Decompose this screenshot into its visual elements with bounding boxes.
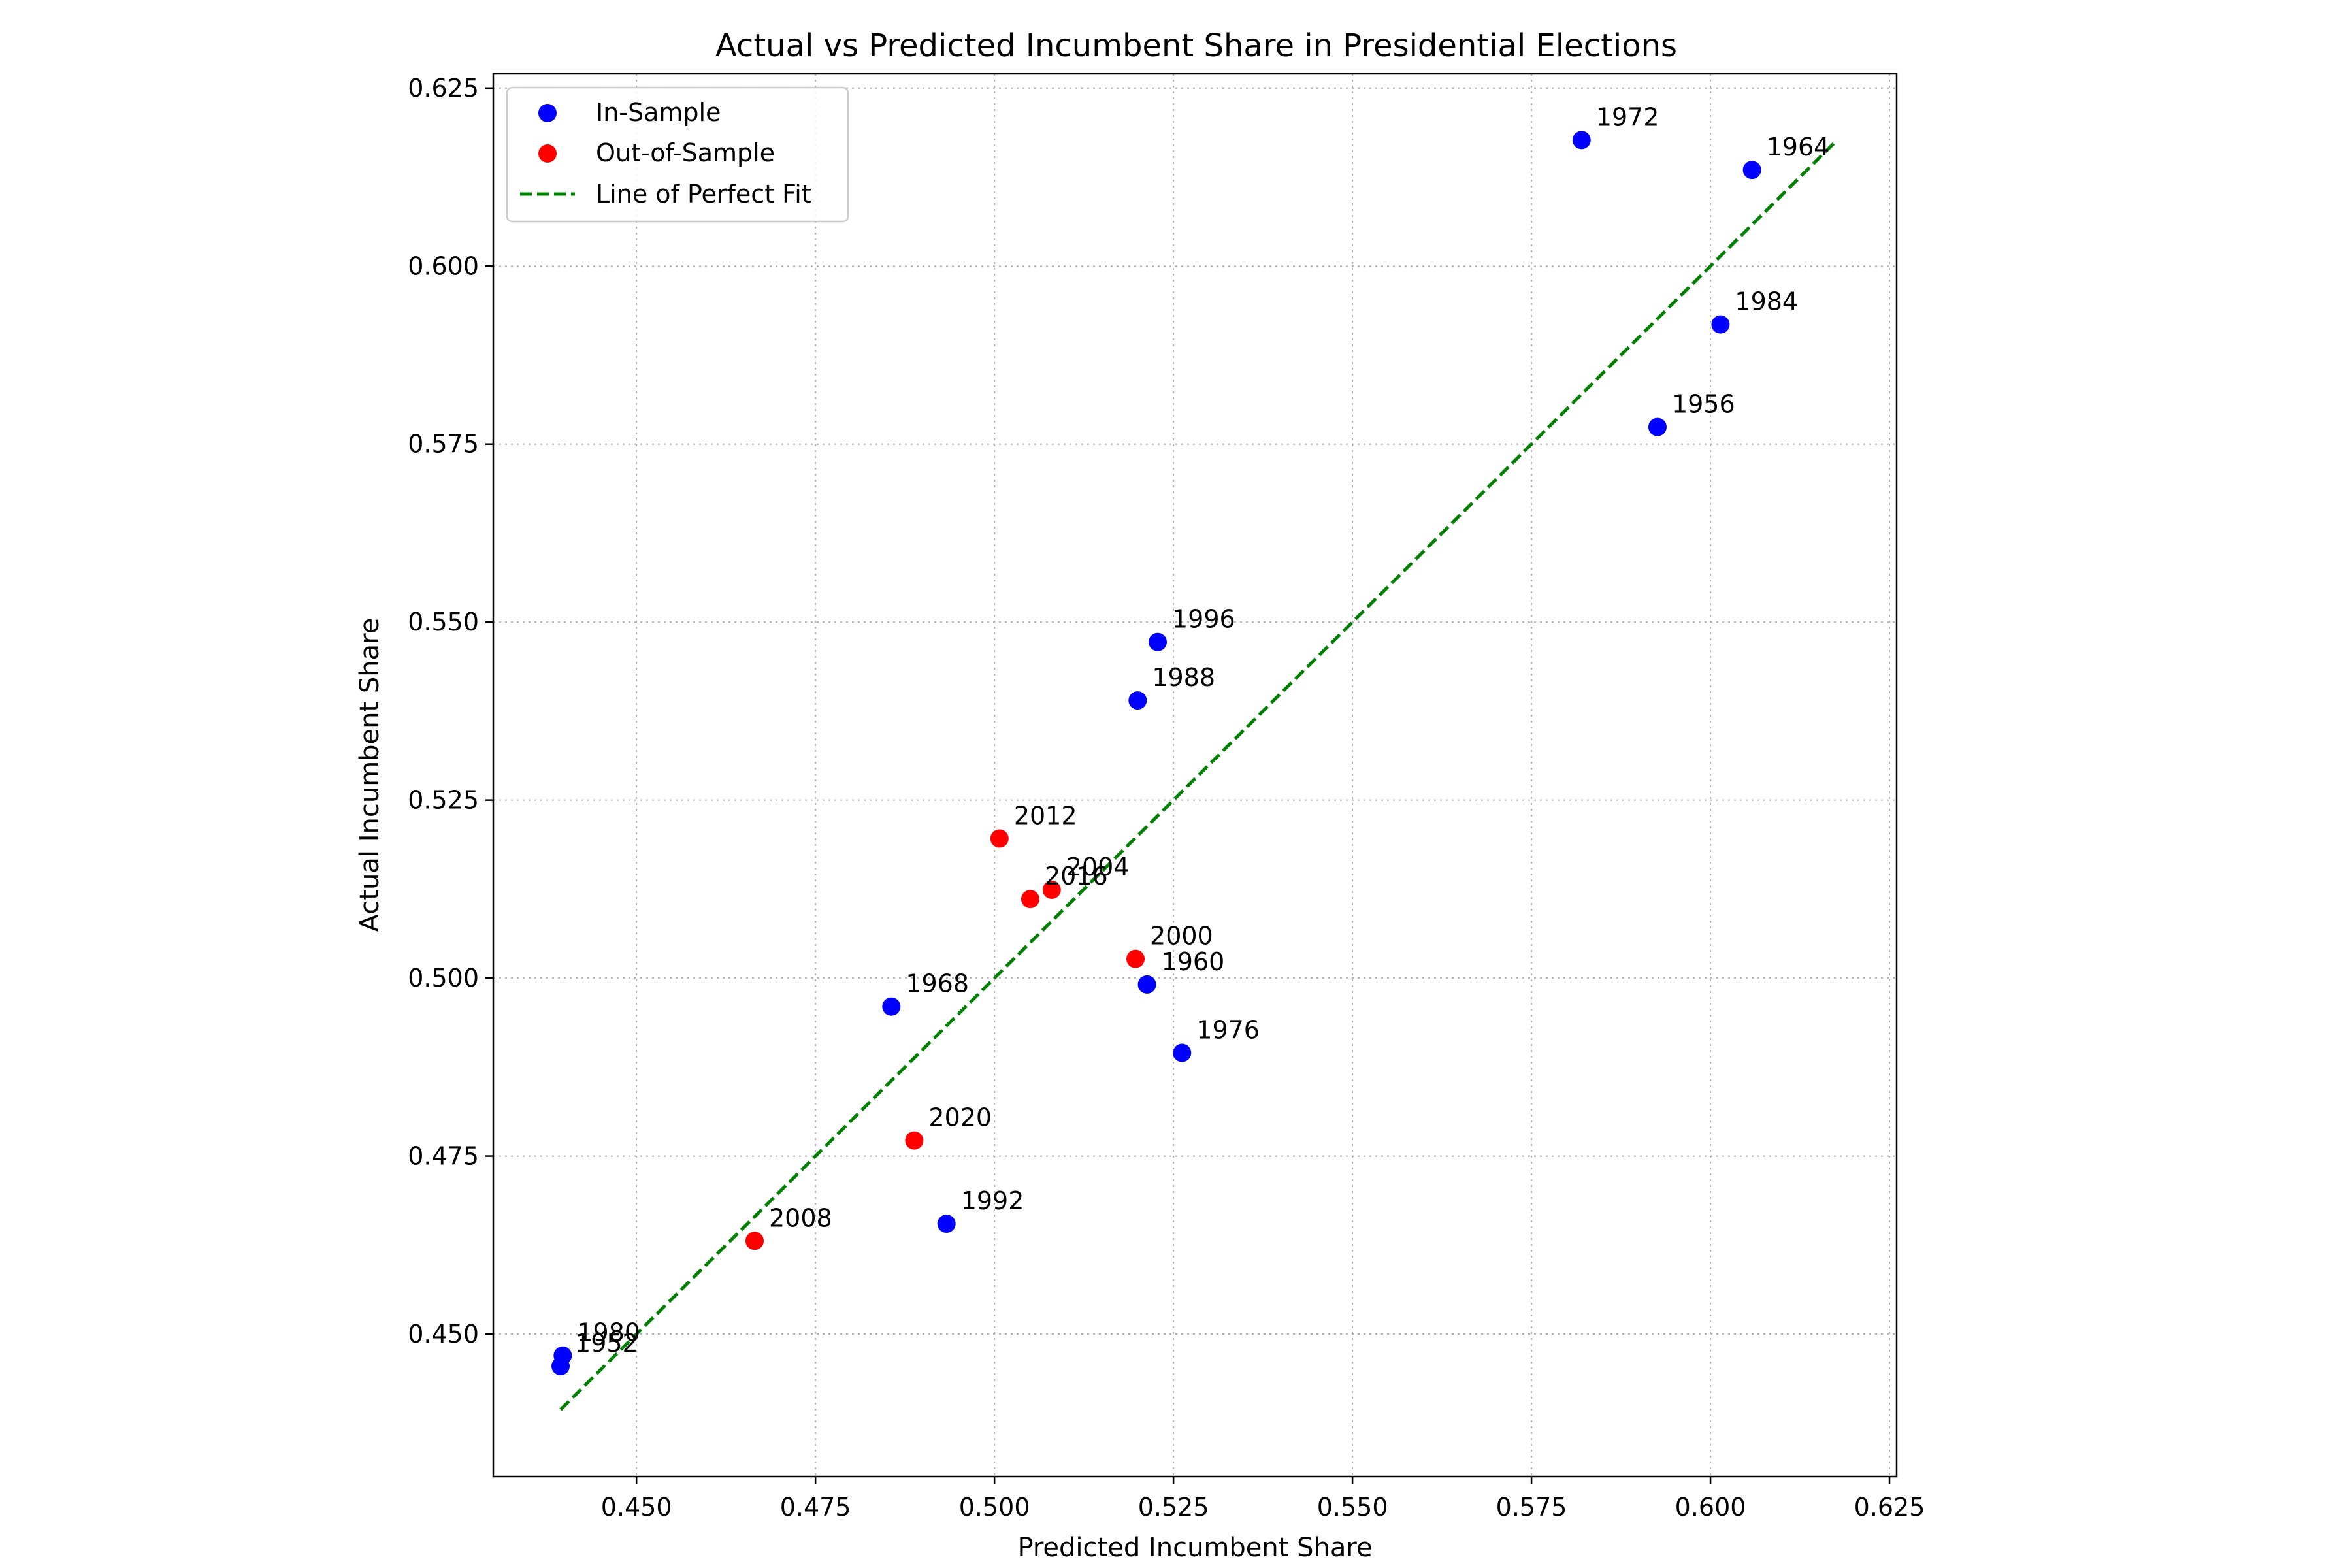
data-point-1960 xyxy=(1137,975,1156,994)
x-tick-label: 0.500 xyxy=(959,1493,1030,1522)
data-point-2008 xyxy=(745,1232,764,1250)
legend-box xyxy=(506,86,849,223)
y-tick-label: 0.575 xyxy=(408,430,479,459)
data-point-1996 xyxy=(1149,632,1168,651)
point-label-1972: 1972 xyxy=(1596,103,1659,131)
point-label-1960: 1960 xyxy=(1162,947,1225,976)
legend-label-out-of-sample: Out-of-Sample xyxy=(596,139,775,167)
grid-lines xyxy=(493,74,1897,1477)
point-label-2016: 2016 xyxy=(1045,862,1108,890)
plot-area: 1952 1956 1960 1964 1968 1972 1976 1980 1984 1988… xyxy=(492,73,1898,1478)
reference-line-layer xyxy=(559,139,1838,1411)
legend-label-in-sample: In-Sample xyxy=(596,98,721,127)
point-label-1992: 1992 xyxy=(961,1186,1024,1215)
data-point-2012 xyxy=(990,829,1009,848)
point-label-1968: 1968 xyxy=(906,970,969,998)
y-axis-label: Actual Incumbent Share xyxy=(355,618,385,932)
legend-marker-in-sample xyxy=(538,104,557,122)
plot-frame xyxy=(492,73,1898,1478)
data-point-1972 xyxy=(1572,131,1591,150)
data-point-1980 xyxy=(553,1346,572,1365)
point-label-2000: 2000 xyxy=(1150,922,1213,951)
x-axis-label: Predicted Incumbent Share xyxy=(1017,1533,1372,1563)
legend-marker-out-of-sample xyxy=(538,144,557,163)
y-tick-label: 0.550 xyxy=(408,608,479,636)
x-tick-label: 0.600 xyxy=(1675,1493,1746,1522)
point-label-2012: 2012 xyxy=(1014,801,1077,830)
chart-title: Actual vs Predicted Incumbent Share in P… xyxy=(715,27,1677,64)
data-point-1976 xyxy=(1173,1043,1192,1062)
data-point-2000 xyxy=(1126,949,1145,968)
y-axis-ticks: 0.450 0.475 0.500 0.525 0.550 0.575 0.600 0.625 xyxy=(408,74,493,1348)
data-point-1956 xyxy=(1648,417,1667,436)
x-tick-label: 0.550 xyxy=(1317,1493,1388,1522)
point-label-1976: 1976 xyxy=(1196,1016,1260,1045)
point-label-1956: 1956 xyxy=(1672,390,1735,419)
plot-background xyxy=(493,74,1897,1477)
data-points xyxy=(551,131,1761,1376)
y-tick-label: 0.450 xyxy=(408,1320,479,1348)
legend-label-perfect-fit: Line of Perfect Fit xyxy=(596,180,811,208)
y-tick-label: 0.525 xyxy=(408,786,479,815)
y-tick-label: 0.500 xyxy=(408,964,479,992)
data-point-2004 xyxy=(1042,880,1061,899)
x-tick-label: 0.450 xyxy=(601,1493,672,1522)
x-tick-label: 0.475 xyxy=(780,1493,851,1522)
point-label-1988: 1988 xyxy=(1152,663,1215,692)
data-point-2016 xyxy=(1021,890,1039,909)
point-label-1952: 1952 xyxy=(575,1329,638,1358)
data-point-1992 xyxy=(937,1215,956,1233)
y-tick-label: 0.600 xyxy=(408,252,479,280)
point-label-1980: 1980 xyxy=(577,1318,640,1347)
point-label-2008: 2008 xyxy=(769,1203,832,1232)
x-tick-label: 0.575 xyxy=(1496,1493,1567,1522)
point-labels: 1952 1956 1960 1964 1968 1972 1976 1980 1984 1988… xyxy=(575,103,1829,1358)
y-tick-label: 0.625 xyxy=(408,74,479,103)
data-point-1968 xyxy=(882,997,901,1016)
point-label-1996: 1996 xyxy=(1172,605,1235,634)
legend: In-Sample Out-of-Sample Line of Perfect … xyxy=(506,86,849,223)
data-point-1984 xyxy=(1711,315,1730,334)
x-tick-label: 0.625 xyxy=(1854,1493,1925,1522)
y-tick-label: 0.475 xyxy=(408,1142,479,1171)
data-point-1988 xyxy=(1128,691,1147,710)
x-axis-ticks: 0.450 0.475 0.500 0.525 0.550 0.575 0.600 0.625 xyxy=(601,1477,1925,1522)
data-point-2020 xyxy=(905,1131,924,1150)
point-label-1984: 1984 xyxy=(1735,287,1798,316)
point-label-1964: 1964 xyxy=(1767,133,1830,161)
point-label-2020: 2020 xyxy=(928,1103,992,1132)
data-point-1964 xyxy=(1742,161,1761,180)
perfect-fit-line xyxy=(559,139,1838,1411)
x-tick-label: 0.525 xyxy=(1138,1493,1209,1522)
point-label-2004: 2004 xyxy=(1066,853,1130,881)
